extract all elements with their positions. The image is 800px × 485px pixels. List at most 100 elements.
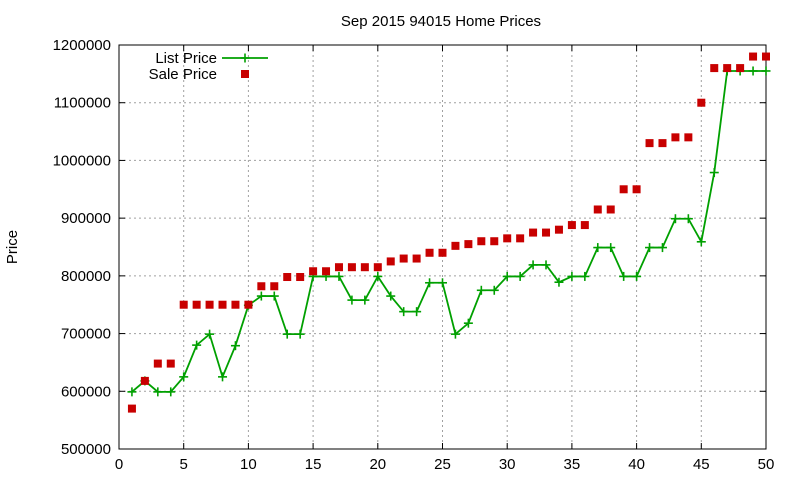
list-price-point (670, 214, 680, 224)
list-price-point (476, 285, 486, 295)
plot-frame (118, 44, 767, 450)
sale-price-point (619, 185, 628, 194)
sale-price-point (244, 300, 253, 309)
sale-price-point (762, 52, 770, 61)
sale-price-point (205, 300, 214, 309)
sale-price-point (580, 221, 589, 230)
list-price-point (179, 372, 189, 382)
sale-price-point (438, 248, 447, 257)
sale-price-point (140, 376, 149, 385)
sale-price-point (296, 273, 305, 282)
list-price-point (438, 278, 447, 288)
sale-price-point (283, 273, 292, 282)
x-tick-label: 20 (369, 456, 386, 473)
x-tick-label: 15 (305, 456, 322, 473)
list-price-point (645, 243, 655, 253)
sale-price-point (334, 263, 343, 272)
y-tick-label: 500000 (61, 441, 111, 458)
list-price-point (657, 243, 667, 253)
list-price-point (127, 387, 137, 397)
list-price-line (131, 70, 766, 393)
series-list-price (127, 66, 771, 397)
sale-price-point (386, 257, 395, 266)
legend-marker (240, 53, 250, 63)
sale-price-point (684, 133, 693, 142)
y-tick-label: 1200000 (53, 37, 111, 54)
list-price-point (683, 214, 693, 224)
list-price-point (425, 278, 435, 288)
sale-price-point (451, 241, 460, 250)
sale-price-point (347, 263, 356, 272)
list-price-point (554, 277, 564, 287)
list-price-point (218, 372, 228, 382)
sale-price-point (477, 237, 486, 246)
y-axis-label: Price (4, 230, 21, 264)
list-price-point (567, 271, 577, 281)
sale-price-point (179, 300, 188, 309)
list-price-point (709, 168, 719, 178)
sale-price-point (645, 139, 654, 148)
sale-price-point (490, 237, 499, 246)
sale-price-point (192, 300, 201, 309)
list-price-point (399, 307, 409, 317)
x-tick-label: 35 (564, 456, 581, 473)
list-price-point (205, 329, 215, 339)
list-price-point (528, 260, 538, 270)
list-price-point (450, 329, 460, 339)
sale-price-point (567, 221, 576, 230)
sale-price-point (231, 300, 240, 309)
list-price-point (192, 340, 202, 350)
x-tick-label: 30 (499, 456, 516, 473)
sale-price-point (554, 225, 563, 234)
x-tick-label: 5 (180, 456, 188, 473)
list-price-point (386, 291, 396, 301)
series (127, 52, 771, 413)
sale-price-point (542, 228, 551, 237)
sale-price-point (257, 282, 266, 291)
list-price-point (696, 237, 706, 247)
sale-price-point (399, 254, 408, 263)
sale-price-point (360, 263, 369, 272)
legend-marker (241, 70, 249, 78)
sale-price-point (736, 64, 745, 73)
x-tick-label: 50 (758, 456, 775, 473)
x-tick-label: 10 (240, 456, 257, 473)
y-tick-label: 1100000 (54, 95, 111, 112)
sale-price-point (425, 248, 434, 257)
sale-price-point (710, 64, 719, 73)
list-price-point (269, 291, 279, 301)
sale-price-point (309, 267, 318, 276)
sale-price-point (218, 300, 227, 309)
sale-price-point (516, 234, 525, 243)
list-price-point (230, 341, 240, 351)
list-price-point (619, 271, 629, 281)
sale-price-point (697, 98, 706, 107)
list-price-point (632, 271, 642, 281)
list-price-point (360, 295, 370, 305)
y-tick-label: 900000 (61, 210, 111, 227)
sale-price-point (671, 133, 680, 142)
sale-price-point (658, 139, 667, 148)
list-price-point (580, 271, 590, 281)
sale-price-point (322, 267, 331, 276)
y-tick-label: 800000 (61, 268, 111, 285)
sale-price-point (127, 404, 136, 413)
list-price-point (256, 291, 266, 301)
legend-label: Sale Price (149, 66, 217, 83)
grid (119, 45, 766, 449)
list-price-point (412, 307, 422, 317)
y-tick-label: 1000000 (53, 152, 111, 169)
x-tick-label: 40 (628, 456, 645, 473)
list-price-point (541, 260, 551, 270)
list-price-point (748, 66, 758, 76)
x-tick-label: 45 (693, 456, 710, 473)
sale-price-point (606, 205, 615, 214)
sale-price-point (166, 359, 175, 368)
list-price-point (295, 329, 305, 339)
list-price-point (606, 243, 616, 253)
sale-price-point (373, 263, 382, 272)
list-price-point (515, 271, 525, 281)
